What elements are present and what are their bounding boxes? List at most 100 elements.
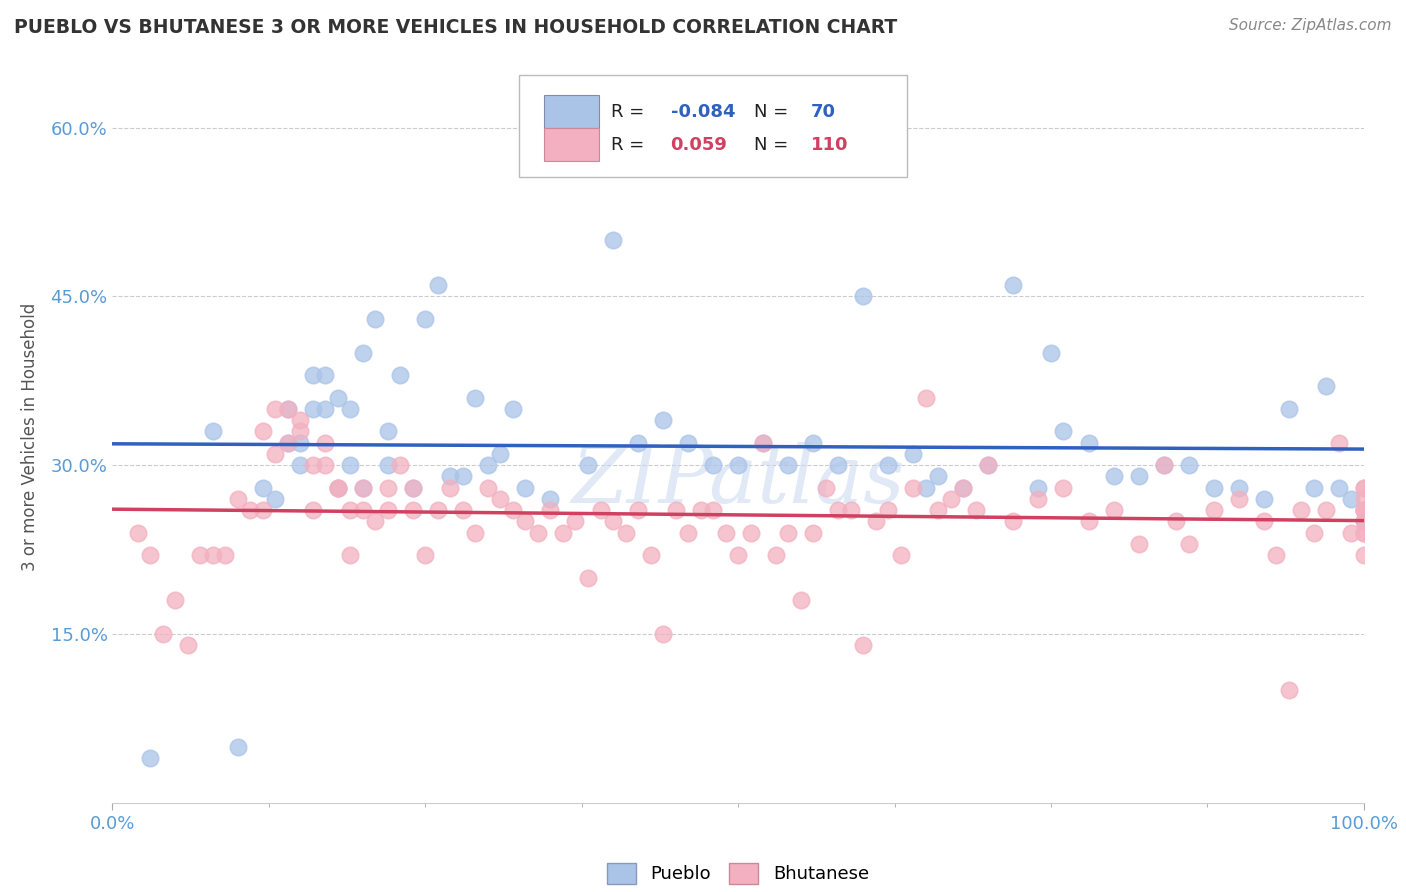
Point	[176, 638, 198, 652]
Point	[1202, 481, 1225, 495]
Point	[778, 458, 800, 473]
Point	[1353, 481, 1375, 495]
Point	[814, 481, 837, 495]
Point	[977, 458, 1000, 473]
Point	[1327, 481, 1350, 495]
Point	[1353, 548, 1375, 562]
Point	[1353, 525, 1375, 540]
Point	[464, 391, 486, 405]
Point	[1227, 491, 1250, 506]
Point	[290, 458, 312, 473]
Point	[252, 425, 274, 439]
Point	[439, 469, 461, 483]
Point	[1353, 515, 1375, 529]
Point	[790, 593, 813, 607]
Point	[714, 525, 737, 540]
Point	[1353, 503, 1375, 517]
Point	[1253, 515, 1275, 529]
Point	[301, 401, 323, 416]
Point	[377, 481, 399, 495]
Point	[1002, 515, 1025, 529]
Point	[339, 548, 361, 562]
Point	[201, 425, 224, 439]
Point	[903, 481, 925, 495]
Point	[877, 458, 900, 473]
Point	[277, 401, 299, 416]
Point	[413, 548, 436, 562]
Point	[852, 289, 875, 303]
Point	[489, 447, 512, 461]
Point	[727, 458, 749, 473]
Point	[451, 469, 474, 483]
Point	[326, 481, 349, 495]
Point	[915, 481, 938, 495]
Point	[801, 525, 824, 540]
Point	[1353, 503, 1375, 517]
Point	[551, 525, 574, 540]
Point	[589, 503, 612, 517]
Text: 110: 110	[811, 136, 848, 153]
Point	[1102, 469, 1125, 483]
FancyBboxPatch shape	[519, 75, 907, 178]
Text: PUEBLO VS BHUTANESE 3 OR MORE VEHICLES IN HOUSEHOLD CORRELATION CHART: PUEBLO VS BHUTANESE 3 OR MORE VEHICLES I…	[14, 18, 897, 37]
Point	[377, 458, 399, 473]
Point	[301, 503, 323, 517]
Point	[1315, 503, 1337, 517]
Point	[326, 481, 349, 495]
Point	[927, 469, 949, 483]
Y-axis label: 3 or more Vehicles in Household: 3 or more Vehicles in Household	[21, 303, 39, 571]
Point	[1002, 278, 1025, 293]
Point	[827, 503, 849, 517]
Point	[865, 515, 887, 529]
Point	[527, 525, 550, 540]
Point	[903, 447, 925, 461]
Point	[664, 503, 686, 517]
Point	[352, 481, 374, 495]
Point	[877, 503, 900, 517]
Point	[602, 515, 624, 529]
Point	[1265, 548, 1288, 562]
Point	[301, 458, 323, 473]
Point	[1340, 525, 1362, 540]
Point	[489, 491, 512, 506]
Point	[352, 345, 374, 359]
Point	[602, 233, 624, 247]
Point	[364, 312, 387, 326]
Text: R =: R =	[610, 103, 650, 120]
Point	[614, 525, 637, 540]
Point	[1052, 425, 1074, 439]
Text: Source: ZipAtlas.com: Source: ZipAtlas.com	[1229, 18, 1392, 33]
Point	[977, 458, 1000, 473]
Point	[1278, 401, 1301, 416]
Point	[377, 425, 399, 439]
Point	[252, 503, 274, 517]
Point	[564, 515, 586, 529]
Point	[538, 503, 561, 517]
Point	[239, 503, 262, 517]
Point	[464, 525, 486, 540]
Point	[290, 435, 312, 450]
Point	[277, 435, 299, 450]
Point	[1227, 481, 1250, 495]
Point	[1353, 491, 1375, 506]
Point	[477, 481, 499, 495]
Point	[264, 401, 287, 416]
Point	[1353, 525, 1375, 540]
Point	[451, 503, 474, 517]
Point	[163, 593, 186, 607]
Point	[752, 435, 775, 450]
Point	[1353, 515, 1375, 529]
Point	[1302, 481, 1324, 495]
Point	[502, 401, 524, 416]
Point	[339, 503, 361, 517]
Point	[152, 627, 174, 641]
Point	[890, 548, 912, 562]
Point	[1353, 503, 1375, 517]
Point	[1291, 503, 1313, 517]
Point	[277, 401, 299, 416]
Point	[301, 368, 323, 383]
Point	[339, 401, 361, 416]
Point	[652, 627, 675, 641]
Point	[1315, 379, 1337, 393]
Point	[765, 548, 787, 562]
